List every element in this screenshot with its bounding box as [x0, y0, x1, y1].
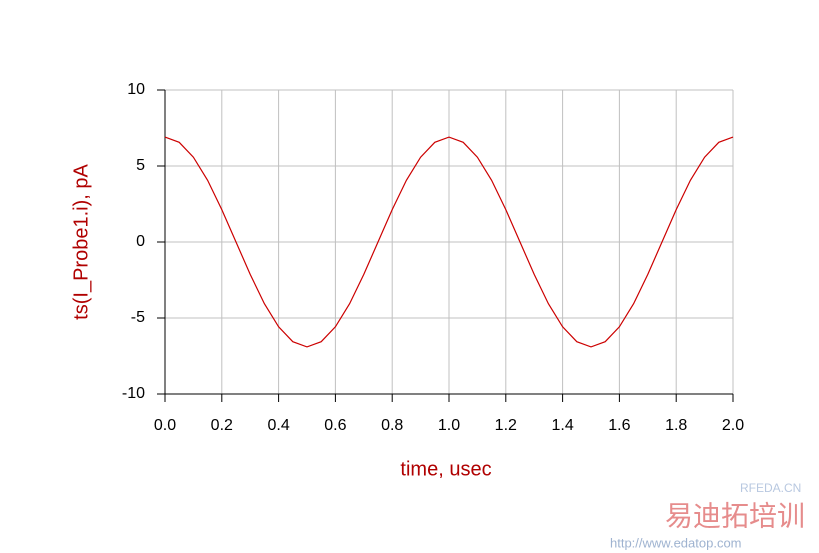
watermark: 易迪拓培训 [665, 500, 805, 531]
x-tick-label: 0.6 [324, 417, 346, 434]
x-axis-label: time, usec [400, 458, 491, 480]
data-line [164, 136, 734, 348]
x-tick-label: 1.4 [551, 417, 573, 434]
x-tick-label: 0.4 [267, 417, 289, 434]
y-tick-label: 5 [136, 157, 145, 174]
x-tick-label: 0.0 [154, 417, 176, 434]
x-tick-label: 0.2 [211, 417, 233, 434]
y-tick-label: -5 [131, 309, 145, 326]
x-tick-label: 1.2 [495, 417, 517, 434]
y-tick-label: -10 [122, 385, 145, 402]
watermark: http://www.edatop.com [610, 535, 742, 550]
y-tick-label: 10 [127, 81, 145, 98]
y-tick-label: 0 [136, 233, 145, 250]
x-tick-label: 1.6 [608, 417, 630, 434]
watermark: RFEDA.CN [740, 481, 801, 495]
y-axis-label: ts(I_Probe1.i), pA [70, 164, 92, 320]
x-tick-label: 0.8 [381, 417, 403, 434]
x-tick-label: 2.0 [722, 417, 744, 434]
x-tick-label: 1.0 [438, 417, 460, 434]
x-tick-label: 1.8 [665, 417, 687, 434]
